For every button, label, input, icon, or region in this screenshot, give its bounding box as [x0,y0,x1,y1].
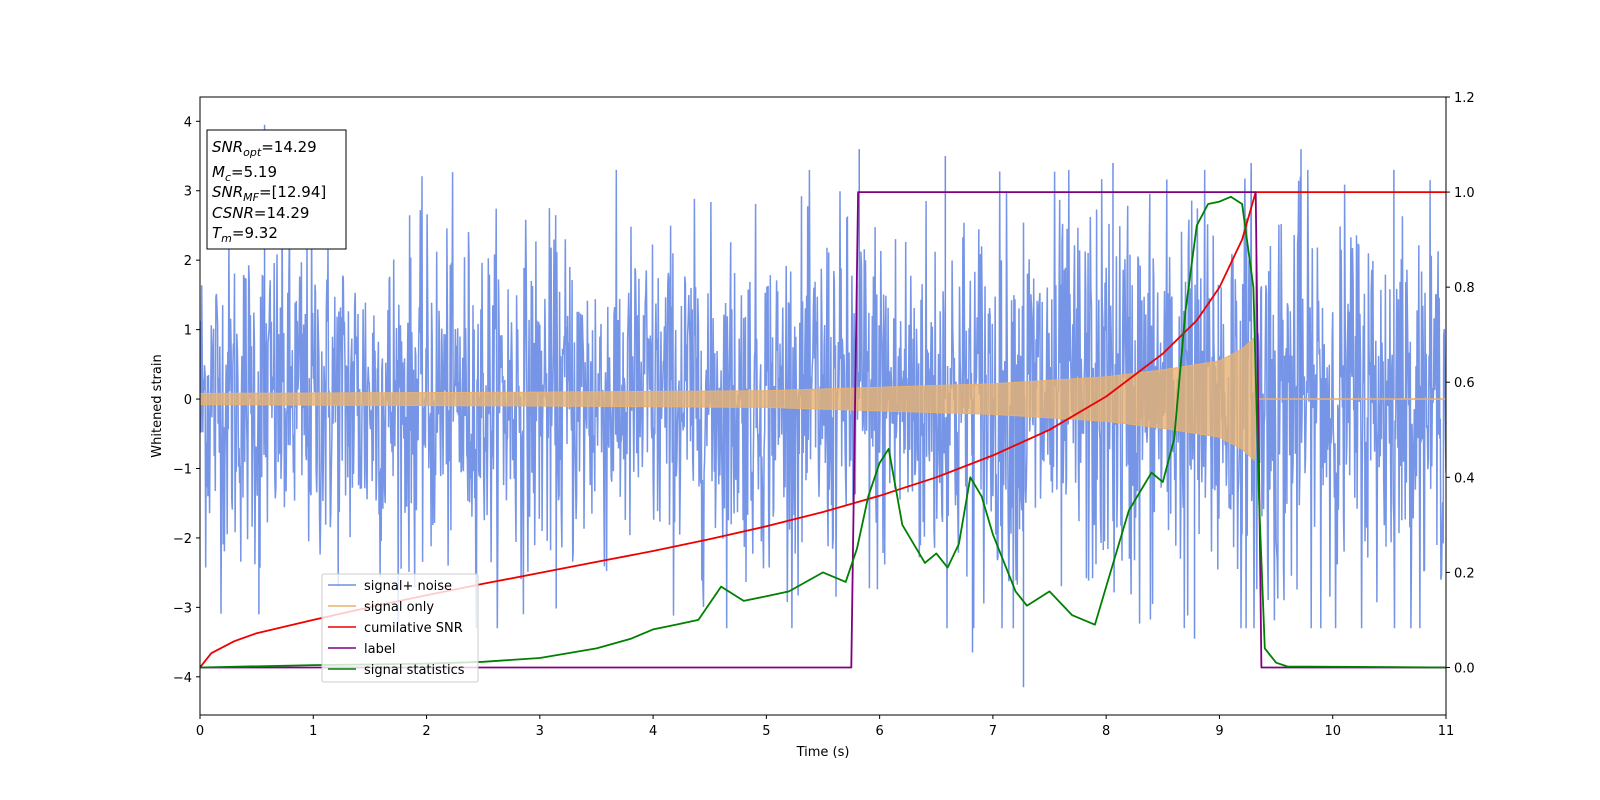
y-left-tick-label: 0 [184,393,192,408]
annotation-snr-mf: SNRMF=[12.94] [212,183,326,204]
legend-label-signal-noise: signal+ noise [364,579,452,594]
x-tick-label: 9 [1215,724,1223,739]
y-right-tick-label: 0.6 [1454,376,1475,391]
y-left-tick-label: 2 [184,254,192,269]
y-left-tick-label: 1 [184,324,192,339]
y-right-tick-label: 0.2 [1454,566,1475,581]
x-tick-label: 1 [309,724,317,739]
series-signal-noise [200,169,1446,629]
x-tick-label: 5 [762,724,770,739]
x-tick-label: 7 [989,724,997,739]
y-right-tick-label: 0.0 [1454,661,1475,676]
series-label [200,191,1446,669]
annotation-csnr: CSNR=14.29 [212,204,309,222]
x-tick-label: 3 [536,724,544,739]
y-left-tick-label: 4 [184,115,192,130]
y-axis-label: Whitened strain [150,354,165,457]
x-tick-label: 4 [649,724,657,739]
x-tick-label: 8 [1102,724,1110,739]
x-axis-label: Time (s) [796,745,850,760]
annotation-tm: Tm=9.32 [212,224,278,245]
y-left-tick-label: −4 [173,671,192,686]
y-right-tick-label: 1.2 [1454,91,1475,106]
annotation-box: SNRopt=14.29 Mc=5.19 SNRMF=[12.94] CSNR=… [206,129,347,250]
x-tick-label: 6 [875,724,883,739]
legend-frame [321,573,479,683]
y-left-tick-label: −3 [173,601,192,616]
data-layer [200,124,1446,688]
y-left-tick-label: −1 [173,462,192,477]
ticks-layer: 0 1 2 3 4 5 6 7 8 9 10 11 −4 −3 −2 −1 0 1 2 3 4 0.0 0.2 0.4 0.6 0… [173,91,1475,739]
annotation-mc: Mc=5.19 [212,163,277,184]
annotation-frame [206,129,347,250]
legend-label-label: label [364,642,395,657]
y-right-tick-label: 0.8 [1454,281,1475,296]
y-right-tick-label: 0.4 [1454,471,1475,486]
series-signal-statistics [200,195,1446,669]
legend: signal+ noise signal only cumilative SNR… [321,573,479,683]
series-cumulative-snr [200,191,1446,669]
x-tick-label: 2 [422,724,430,739]
y-left-tick-label: 3 [184,185,192,200]
legend-label-signal-only: signal only [364,600,434,615]
legend-label-cumulative-snr: cumilative SNR [364,621,463,636]
legend-label-signal-statistics: signal statistics [364,663,465,678]
x-tick-label: 11 [1438,724,1455,739]
plot-frame [199,96,1447,716]
x-tick-label: 0 [196,724,204,739]
y-right-tick-label: 1.0 [1454,186,1475,201]
annotation-snr-opt: SNRopt=14.29 [212,138,317,159]
x-tick-label: 10 [1324,724,1341,739]
y-left-tick-label: −2 [173,532,192,547]
